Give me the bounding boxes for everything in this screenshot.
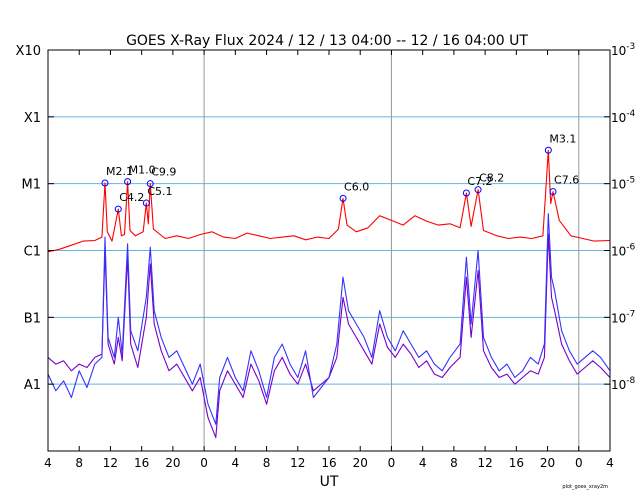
x-tick-label: 8 (75, 456, 83, 470)
x-tick-label: 16 (321, 456, 336, 470)
y-left-tick-label: X10 (16, 44, 41, 59)
x-tick-label: 12 (477, 456, 492, 470)
x-tick-label: 4 (419, 456, 427, 470)
x-tick-label: 4 (232, 456, 240, 470)
y-left-tick-label: A1 (24, 378, 41, 393)
y-right-tick-label: 10-3 (611, 42, 635, 58)
flare-label: C4.2 (119, 191, 144, 204)
x-tick-label: 12 (103, 456, 118, 470)
y-left-tick-label: B1 (24, 311, 41, 326)
flare-marker (101, 179, 109, 187)
flare-label: C8.2 (479, 172, 504, 185)
axes: 4 8 12 16 20 0 4 8 12 16 20 0 4 8 12 16 20 0 4 X10 X1 M1 C1 B1 A… (16, 42, 636, 470)
flare-marker (462, 189, 470, 197)
flare-marker (124, 178, 132, 186)
flare-marker (114, 205, 122, 213)
footer-label: plot_goes_xray2m (562, 484, 608, 490)
y-right-tick-label: 10-6 (611, 243, 636, 259)
series-line (47, 149, 611, 253)
y-left-tick-label: C1 (24, 245, 41, 260)
y-right-tick-label: 10-5 (611, 176, 635, 192)
flare-marker (549, 188, 557, 196)
x-tick-label: 8 (450, 456, 458, 470)
y-left-tick-label: M1 (22, 178, 42, 193)
x-tick-label: 4 (44, 456, 52, 470)
y-right-tick-label: 10-8 (611, 376, 636, 392)
y-right-tick-label: 10-7 (611, 309, 635, 325)
flare-label: C7.6 (554, 174, 579, 187)
flare-label: M3.1 (549, 132, 576, 145)
flare-marker (142, 199, 150, 207)
flare-markers: M2.1 C4.2 M1.0 C5.1 C9.9 C6.0 C7.2C8.2 M3.1 C7.6 (101, 132, 579, 213)
flare-label: C7.2 (467, 175, 492, 188)
gridlines (48, 50, 610, 451)
series-layer (47, 149, 611, 439)
x-tick-label: 20 (353, 456, 368, 470)
flare-label: C9.9 (151, 166, 176, 179)
flare-label: C6.0 (344, 180, 369, 193)
x-tick-label: 8 (263, 456, 271, 470)
x-tick-label: 4 (606, 456, 614, 470)
x-tick-label: 0 (575, 456, 583, 470)
flare-marker (339, 194, 347, 202)
x-tick-label: 20 (540, 456, 555, 470)
y-left-tick-label: X1 (24, 111, 41, 126)
x-tick-label: 16 (134, 456, 149, 470)
x-tick-label: 0 (200, 456, 208, 470)
flare-marker (146, 180, 154, 188)
flare-marker (544, 146, 552, 154)
x-axis-label: UT (320, 474, 339, 490)
flare-label: C5.1 (147, 185, 172, 198)
flare-label: M1.0 (129, 164, 156, 177)
flare-label: M2.1 (106, 165, 133, 178)
x-tick-label: 16 (509, 456, 524, 470)
flare-marker (474, 186, 482, 194)
x-tick-label: 12 (290, 456, 305, 470)
chart-title: GOES X-Ray Flux 2024 / 12 / 13 04:00 -- … (126, 33, 528, 49)
y-right-tick-label: 10-4 (611, 109, 636, 125)
x-tick-label: 0 (388, 456, 396, 470)
series-line (47, 213, 611, 425)
x-tick-label: 20 (165, 456, 180, 470)
